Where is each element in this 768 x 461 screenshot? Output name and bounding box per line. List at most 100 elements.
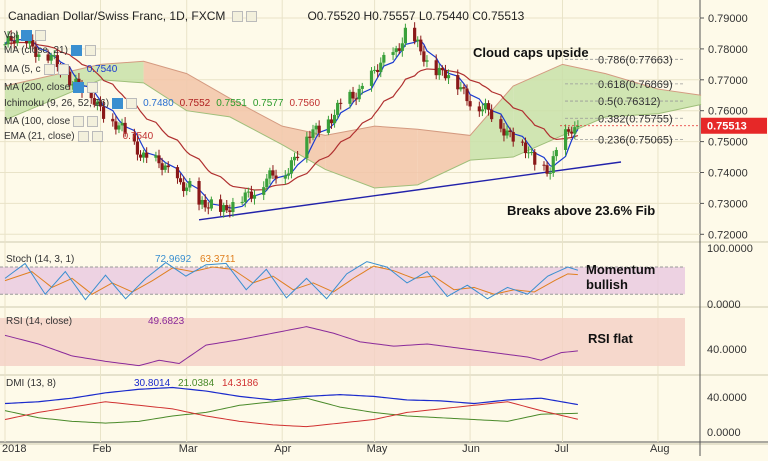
candle-body (15, 34, 19, 44)
dmi-tick-label: 0.0000 (707, 427, 741, 439)
candle-body (416, 39, 420, 42)
candle-body (483, 103, 488, 110)
price-tick-label: 0.79000 (708, 13, 748, 25)
candle-body (511, 131, 515, 142)
candle-body (354, 98, 358, 100)
candle-body (265, 178, 269, 188)
candle-body (443, 70, 448, 79)
eye-icon[interactable] (70, 45, 82, 56)
dmi-adx-line (4, 386, 578, 406)
ichimoku-cloud-segment (657, 89, 702, 114)
stoch-zone (0, 267, 685, 295)
eye-icon[interactable] (112, 98, 124, 109)
eye-icon[interactable] (73, 82, 85, 93)
candle-body (132, 133, 136, 142)
candle-body (289, 160, 294, 174)
candle-body (225, 205, 229, 211)
ichimoku-cloud-segment (100, 61, 144, 83)
candle-body (3, 44, 7, 46)
overlay-ma-21[interactable]: MA (close, 21) (4, 45, 96, 56)
candle-body (527, 152, 531, 154)
candle-body (197, 181, 201, 205)
annotation-momentum-line1: Momentum (586, 262, 655, 277)
current-price-tag (701, 117, 767, 134)
ema-21-line (4, 41, 579, 191)
annotation-breaks: Breaks above 23.6% Fib (507, 203, 655, 218)
candle-body (369, 70, 374, 86)
candle-body (95, 101, 99, 105)
candle-body (160, 163, 164, 170)
candle-body (52, 55, 56, 57)
candle-body (434, 60, 438, 76)
candle-body (326, 119, 330, 133)
overlay-ma-100[interactable]: MA (100, close (4, 116, 99, 127)
candle-body (422, 51, 426, 62)
time-tick-label: Aug (650, 443, 670, 455)
candle-body (542, 164, 546, 166)
instrument-title: Canadian Dollar/Swiss Franc, 1D, FXCM (8, 9, 226, 23)
candle-body (101, 106, 106, 119)
candle-body (182, 182, 186, 192)
time-tick-label: Apr (274, 443, 291, 455)
candle-body (400, 43, 404, 51)
stoch-d-value: 63.3711 (200, 254, 236, 265)
price-tick-label: 0.73000 (708, 198, 748, 210)
candle-body (413, 27, 417, 42)
eye-icon[interactable] (20, 30, 32, 41)
candle-body (379, 62, 383, 73)
candle-body (231, 202, 235, 213)
ichimoku-cloud-segment (562, 64, 606, 136)
candle-body (145, 152, 149, 158)
overlay-vol[interactable]: Vol (4, 30, 46, 41)
candle-body (499, 119, 503, 129)
annotation-cloud: Cloud caps upside (473, 45, 589, 60)
time-tick-label: Mar (179, 443, 198, 455)
candle-body (329, 119, 334, 124)
overlay-ichimoku[interactable]: Ichimoku (9, 26, 52, 26) 0.7480 0.7552 0.75… (4, 98, 321, 110)
candle-body (308, 136, 312, 138)
fib-level-label: 0.236(0.75065) (598, 135, 673, 147)
candle-body (274, 175, 278, 179)
overlay-ema-21[interactable]: EMA (21, close) 0.7540 (4, 131, 154, 143)
time-tick-label: Jun (462, 443, 480, 455)
rsi-tick-label: 40.0000 (707, 344, 747, 356)
overlay-ma-5[interactable]: MA (5, c 0.7540 (4, 64, 118, 76)
candle-body (446, 75, 451, 79)
fib-level-label: 0.618(0.76869) (598, 79, 673, 91)
candle-body (262, 187, 266, 195)
dmi-label: DMI (13, 8) (6, 378, 56, 389)
candle-body (120, 122, 124, 126)
dmi-tick-label: 40.0000 (707, 392, 747, 404)
dmi-minus-value: 14.3186 (222, 378, 259, 389)
candle-body (98, 101, 103, 107)
candle-body (440, 67, 444, 71)
settings-box[interactable] (245, 11, 257, 23)
ohlc-close: C0.75513 (472, 9, 525, 23)
candle-body (530, 152, 534, 154)
candle-body (114, 121, 118, 130)
price-tick-label: 0.74000 (708, 168, 748, 180)
settings-box[interactable] (231, 11, 243, 23)
candle-body (570, 131, 574, 134)
candle-body (490, 109, 494, 120)
time-tick-label: May (367, 443, 388, 455)
stoch-tick-label: 0.0000 (707, 299, 741, 311)
candle-body (563, 129, 568, 150)
overlay-ma-200[interactable]: MA (200, close (4, 82, 99, 93)
candle-body (419, 39, 423, 52)
candle-body (357, 88, 361, 100)
ichimoku-cloud-segment (417, 129, 471, 185)
ma5-value: 0.7540 (86, 64, 118, 76)
support-trendline (198, 161, 622, 221)
candle-body (163, 165, 167, 170)
candle-body (200, 199, 204, 205)
dmi-plus-value: 21.0384 (178, 378, 215, 389)
annotation-rsi: RSI flat (588, 331, 633, 346)
candle-body (523, 142, 528, 154)
candle-body (382, 54, 386, 63)
candle-body (486, 103, 491, 110)
candle-body (459, 87, 463, 90)
candle-body (123, 122, 127, 134)
candle-body (462, 87, 466, 89)
